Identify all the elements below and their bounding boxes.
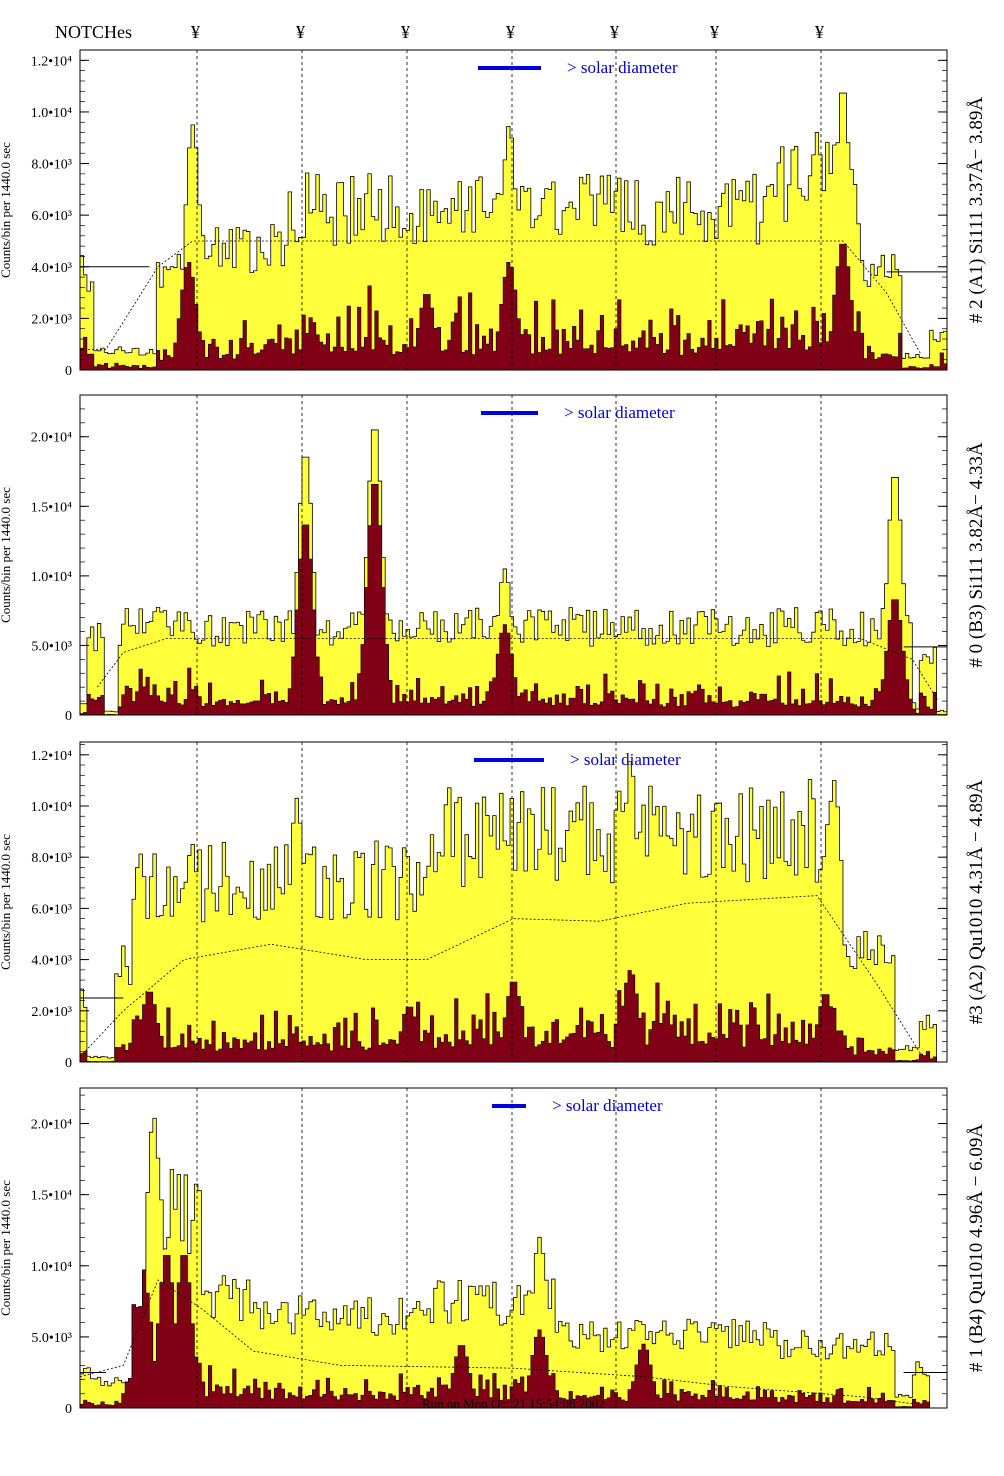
plot-frame bbox=[79, 1087, 948, 1409]
smoothed-curve bbox=[80, 240, 922, 355]
y-tick-label: 1.0•10⁴ bbox=[31, 570, 72, 585]
solar-diameter-label: > solar diameter bbox=[570, 750, 681, 769]
y-axis-label: Counts/bin per 1440.0 sec bbox=[0, 142, 13, 278]
y-tick-label: 4.0•10³ bbox=[31, 954, 72, 969]
y-axis-label: Counts/bin per 1440.0 sec bbox=[0, 834, 13, 970]
y-tick-label: 4.0•10³ bbox=[31, 261, 72, 276]
smoothed-curve bbox=[97, 638, 939, 702]
detector-label: # 0 (B3) Si111 3.82Å− 4.33Å bbox=[966, 442, 987, 667]
plot-frame bbox=[79, 394, 948, 716]
smoothed-curve bbox=[79, 895, 922, 1058]
y-tick-label: 2.0•10⁴ bbox=[31, 431, 72, 446]
y-tick-label: 1.5•10⁴ bbox=[31, 500, 72, 515]
y-tick-label: 1.2•10⁴ bbox=[31, 749, 72, 764]
notch-header: NOTCHes ¥ ¥ ¥ ¥ ¥ ¥ ¥ bbox=[55, 22, 824, 42]
notch-marker: ¥ bbox=[610, 22, 619, 42]
detector-label: #3 (A2) Qu1010 4.31Å − 4.89Å bbox=[966, 779, 987, 1024]
y-axis-label: Counts/bin per 1440.0 sec bbox=[0, 1180, 13, 1316]
plot-frame bbox=[79, 49, 948, 371]
y-tick-label: 0 bbox=[65, 709, 72, 724]
solar-diameter-label: > solar diameter bbox=[564, 403, 675, 422]
solar-diameter-bar bbox=[478, 66, 541, 70]
solar-diameter-label: > solar diameter bbox=[552, 1096, 663, 1115]
y-tick-label: 0 bbox=[65, 364, 72, 379]
solar-diameter-label: > solar diameter bbox=[567, 58, 678, 77]
background-counts-histogram bbox=[79, 483, 948, 716]
solar-diameter-bar bbox=[481, 411, 538, 415]
y-tick-label: 2.0•10³ bbox=[31, 312, 72, 327]
notch-label: NOTCHes bbox=[55, 22, 132, 42]
histogram-panel: 0 2.0•10³ 4.0•10³ 6.0•10³ 8.0•10³ 1.0•10⁴ 1.2•… bbox=[0, 741, 987, 1071]
notch-marker: ¥ bbox=[401, 22, 410, 42]
y-tick-label: 8.0•10³ bbox=[31, 851, 72, 866]
y-tick-label: 6.0•10³ bbox=[31, 902, 72, 917]
y-tick-label: 2.0•10³ bbox=[31, 1005, 72, 1020]
y-tick-label: 6.0•10³ bbox=[31, 209, 72, 224]
total-counts-histogram bbox=[79, 92, 948, 371]
notch-marker: ¥ bbox=[296, 22, 305, 42]
y-tick-label: 1.2•10⁴ bbox=[31, 54, 72, 69]
y-tick-label: 1.0•10⁴ bbox=[31, 106, 72, 121]
y-tick-label: 1.0•10⁴ bbox=[31, 1260, 72, 1275]
detector-label: # 1 (B4) Qu1010 4.96Å − 6.09Å bbox=[966, 1124, 987, 1372]
histogram-panel: 0 2.0•10³ 4.0•10³ 6.0•10³ 8.0•10³ 1.0•10⁴ 1.2•… bbox=[0, 49, 987, 379]
y-tick-label: 1.0•10⁴ bbox=[31, 800, 72, 815]
y-tick-label: 5.0•10³ bbox=[31, 639, 72, 654]
total-counts-histogram bbox=[79, 1117, 947, 1409]
y-tick-label: 0 bbox=[65, 1056, 72, 1071]
plot-frame bbox=[79, 741, 948, 1063]
background-counts-histogram bbox=[79, 1255, 947, 1409]
background-counts-histogram bbox=[79, 243, 948, 371]
notch-marker: ¥ bbox=[815, 22, 824, 42]
histogram-panel: 0 5.0•10³ 1.0•10⁴ 1.5•10⁴ 2.0•10⁴ Counts/bin … bbox=[0, 1087, 987, 1417]
notch-marker: ¥ bbox=[191, 22, 200, 42]
detector-label: # 2 (A1) Si111 3.37Å− 3.89Å bbox=[966, 97, 987, 323]
run-timestamp: Run on Mon Oct 21 15:54:08 2002 bbox=[422, 1396, 605, 1411]
y-tick-label: 8.0•10³ bbox=[31, 158, 72, 173]
solar-diameter-bar bbox=[474, 758, 544, 762]
y-tick-label: 1.5•10⁴ bbox=[31, 1189, 72, 1204]
y-tick-label: 5.0•10³ bbox=[31, 1331, 72, 1346]
histogram-panel: 0 5.0•10³ 1.0•10⁴ 1.5•10⁴ 2.0•10⁴ Counts/bin … bbox=[0, 394, 987, 724]
solar-diameter-bar bbox=[492, 1104, 526, 1108]
notch-marker: ¥ bbox=[710, 22, 719, 42]
notch-marker: ¥ bbox=[506, 22, 515, 42]
y-tick-label: 0 bbox=[65, 1402, 72, 1417]
y-axis-label: Counts/bin per 1440.0 sec bbox=[0, 487, 13, 623]
y-tick-label: 2.0•10⁴ bbox=[31, 1118, 72, 1133]
